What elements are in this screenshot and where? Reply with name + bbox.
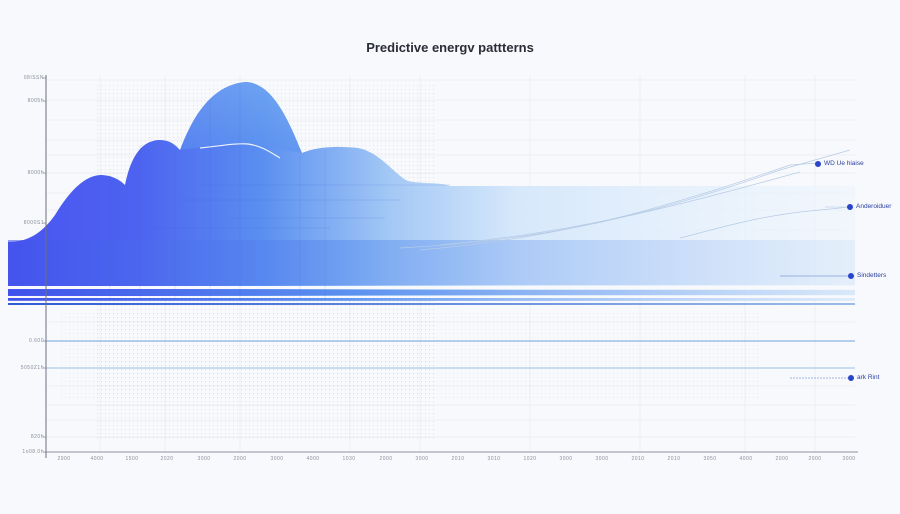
legend-marker-icon bbox=[815, 160, 821, 167]
legend-label: WD Ue hiaise bbox=[824, 160, 864, 167]
x-tick-label: 3000 bbox=[842, 456, 856, 462]
legend-item: ark Rint bbox=[848, 374, 879, 381]
legend-item: Sindetters bbox=[848, 272, 886, 279]
x-tick-label: 3050 bbox=[703, 456, 717, 462]
x-tick-label: 1030 bbox=[342, 456, 356, 462]
x-tick-label: 2000 bbox=[808, 456, 822, 462]
x-tick-label: 4000 bbox=[90, 456, 104, 462]
chart-title: Predictive energv pattterns bbox=[366, 40, 534, 55]
y-tick-label: 0.600 bbox=[28, 338, 44, 344]
legend-marker-icon bbox=[847, 203, 853, 210]
legend-marker-icon bbox=[848, 272, 854, 279]
legend-label: ark Rint bbox=[857, 374, 880, 381]
x-tick-label: 2000 bbox=[379, 456, 393, 462]
legend-item: Anderoiduer bbox=[847, 203, 891, 210]
y-tick-label: 8005h bbox=[27, 98, 44, 104]
x-tick-label: 2010 bbox=[451, 456, 465, 462]
y-tick-label: 08ISSN bbox=[23, 75, 44, 81]
x-tick-label: 2000 bbox=[775, 456, 789, 462]
y-tick-label: 8000S1 bbox=[23, 220, 44, 226]
legend-item: WD Ue hiaise bbox=[815, 160, 864, 167]
legend-marker-icon bbox=[848, 374, 854, 381]
legend-label: Sindetters bbox=[857, 272, 887, 279]
legend-label: Anderoiduer bbox=[856, 203, 892, 210]
x-tick-label: 1500 bbox=[125, 456, 139, 462]
y-tick-label: 5050Z1h bbox=[20, 365, 44, 371]
x-tick-label: 2010 bbox=[667, 456, 681, 462]
x-tick-label: 2900 bbox=[57, 456, 71, 462]
y-tick-label: 8000h bbox=[27, 170, 44, 176]
x-tick-label: 3000 bbox=[270, 456, 284, 462]
x-tick-label: 3000 bbox=[415, 456, 429, 462]
x-tick-label: 1020 bbox=[523, 456, 537, 462]
y-tick-label: 820h bbox=[30, 434, 44, 440]
x-tick-label: 2010 bbox=[631, 456, 645, 462]
x-tick-label: 4000 bbox=[739, 456, 753, 462]
x-tick-label: 2000 bbox=[233, 456, 247, 462]
x-tick-label: 3000 bbox=[197, 456, 211, 462]
x-tick-label: 4000 bbox=[306, 456, 320, 462]
x-tick-label: 2020 bbox=[160, 456, 174, 462]
x-tick-label: 3000 bbox=[559, 456, 573, 462]
x-tick-label: 3000 bbox=[595, 456, 609, 462]
y-tick-label: 1o08.0h bbox=[22, 449, 44, 455]
x-tick-label: 3010 bbox=[487, 456, 501, 462]
